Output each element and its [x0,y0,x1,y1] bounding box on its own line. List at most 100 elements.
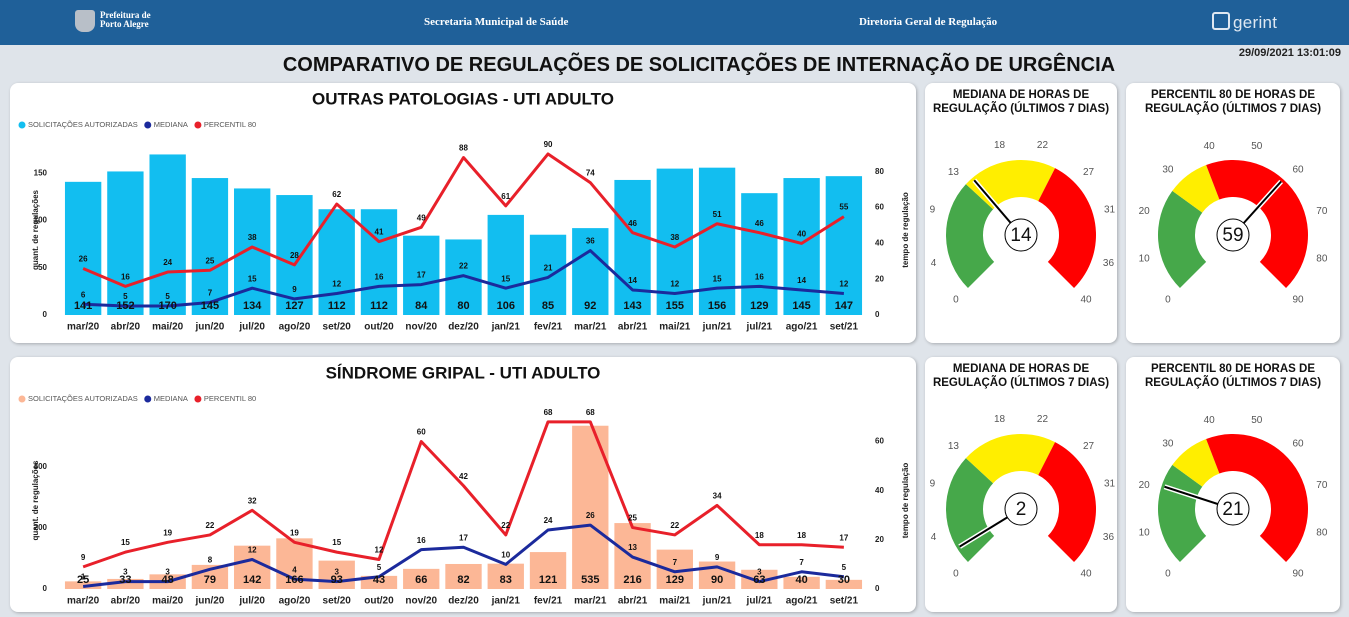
data-label: 24 [163,258,172,267]
data-label: 14 [797,276,806,285]
panel: PERCENTIL 80 DE HORAS DE REGULAÇÃO (ÚLTI… [1126,83,1340,343]
data-label: 16 [755,272,764,281]
data-label: 127 [285,300,303,312]
gauge-tick-label: 0 [953,295,959,306]
timestamp: 29/09/2021 13:01:09 [1238,47,1341,59]
x-tick-label: jul/21 [746,322,773,333]
gauge-band [946,184,995,289]
gauge-tick-label: 80 [1316,253,1328,264]
data-label: 155 [666,300,684,312]
gauge-tick-label: 90 [1292,569,1304,580]
data-label: 25 [628,514,637,523]
gauge-band [1172,438,1220,487]
gauge-band [1172,164,1220,213]
data-label: 145 [201,300,219,312]
data-label: 4 [292,565,297,574]
gauge-tick-label: 18 [994,140,1006,151]
gauge-value: 14 [1010,225,1032,246]
x-tick-label: jul/20 [238,322,265,333]
data-label: 60 [417,428,426,437]
gauge-band [965,434,1056,484]
data-label: 16 [375,272,384,281]
data-label: 3 [165,568,170,577]
legend-label: SOLICITAÇÕES AUTORIZADAS [28,394,138,403]
gauge-tick-label: 40 [1204,141,1216,152]
gauge-tick-label: 50 [1251,141,1263,152]
data-label: 535 [581,574,599,586]
legend-label: SOLICITAÇÕES AUTORIZADAS [28,120,138,129]
y2-tick-label: 20 [875,535,884,544]
data-label: 112 [328,300,346,312]
y2-tick-label: 60 [875,437,884,446]
data-label: 143 [623,300,641,312]
gauge: 0 10 20 30 40 50 60 70 80 90 59 [1139,141,1328,306]
data-label: 9 [715,553,720,562]
x-tick-label: nov/20 [405,322,437,333]
gauge-tick-label: 13 [948,441,960,452]
data-label: 142 [243,574,261,586]
data-label: 16 [417,536,426,545]
y-tick-label: 400 [34,462,48,471]
chart: SÍNDROME GRIPAL - UTI ADULTO SOLICITAÇÕES… [18,363,910,607]
gauge-tick-label: 20 [1139,206,1151,217]
data-label: 90 [711,574,723,586]
data-label: 22 [670,521,679,530]
panel: OUTRAS PATOLOGIAS - UTI ADULTO SOLICITAÇÕ… [10,83,916,343]
x-tick-label: dez/20 [448,596,479,607]
x-tick-label: jan/21 [491,596,521,607]
data-label: 49 [417,213,426,222]
panel: MEDIANA DE HORAS DE REGULAÇÃO (ÚLTIMOS 7… [925,357,1117,612]
gauge-tick-label: 0 [953,569,959,580]
panel: PERCENTIL 80 DE HORAS DE REGULAÇÃO (ÚLTI… [1126,357,1340,612]
y2-tick-label: 60 [875,203,884,212]
gauge-tick-label: 27 [1083,167,1095,178]
gauge-tick-label: 36 [1103,258,1115,269]
data-label: 63 [753,574,765,586]
y2-tick-label: 0 [875,310,880,319]
data-label: 17 [459,533,468,542]
data-label: 38 [670,233,679,242]
data-label: 83 [500,574,512,586]
logo-text: Prefeitura de [100,10,151,20]
data-label: 134 [243,300,262,312]
gauge-band [1158,190,1207,289]
data-label: 147 [835,300,853,312]
chart: OUTRAS PATOLOGIAS - UTI ADULTO SOLICITAÇÕ… [18,89,910,333]
bar [572,228,609,315]
data-label: 7 [673,558,678,567]
line [82,152,845,288]
bar [741,569,778,589]
data-label: 15 [713,274,722,283]
legend-marker [194,121,202,129]
legend-marker [194,395,202,403]
data-label: 5 [377,563,382,572]
gauge-tick-label: 31 [1104,479,1116,490]
legend-marker [18,395,26,403]
x-tick-label: set/21 [830,596,859,607]
y-tick-label: 0 [43,310,48,319]
x-tick-label: fev/21 [534,596,563,607]
y-tick-label: 150 [34,168,48,177]
bar [403,235,440,315]
x-tick-label: jun/21 [702,322,732,333]
y2-axis-label: tempo de regulação [901,463,910,539]
data-label: 8 [208,555,213,564]
data-label: 7 [208,289,213,298]
gauge-tick-label: 60 [1292,165,1304,176]
gauge-tick-label: 90 [1292,295,1304,306]
data-label: 51 [713,210,722,219]
x-tick-label: mar/21 [574,596,607,607]
data-label: 152 [116,300,134,312]
y-axis-label: quant. de regulações [31,460,40,541]
data-label: 17 [839,533,848,542]
x-tick-label: out/20 [364,596,394,607]
y-axis-label: quant. de regulações [31,189,40,270]
x-tick-label: jul/20 [238,596,265,607]
gauge-tick-label: 70 [1316,206,1328,217]
data-label: 41 [375,228,384,237]
logo-icon [75,10,95,32]
data-label: 24 [544,516,553,525]
x-tick-label: mar/20 [67,322,100,333]
y-tick-label: 0 [43,584,48,593]
data-label: 28 [290,251,299,260]
